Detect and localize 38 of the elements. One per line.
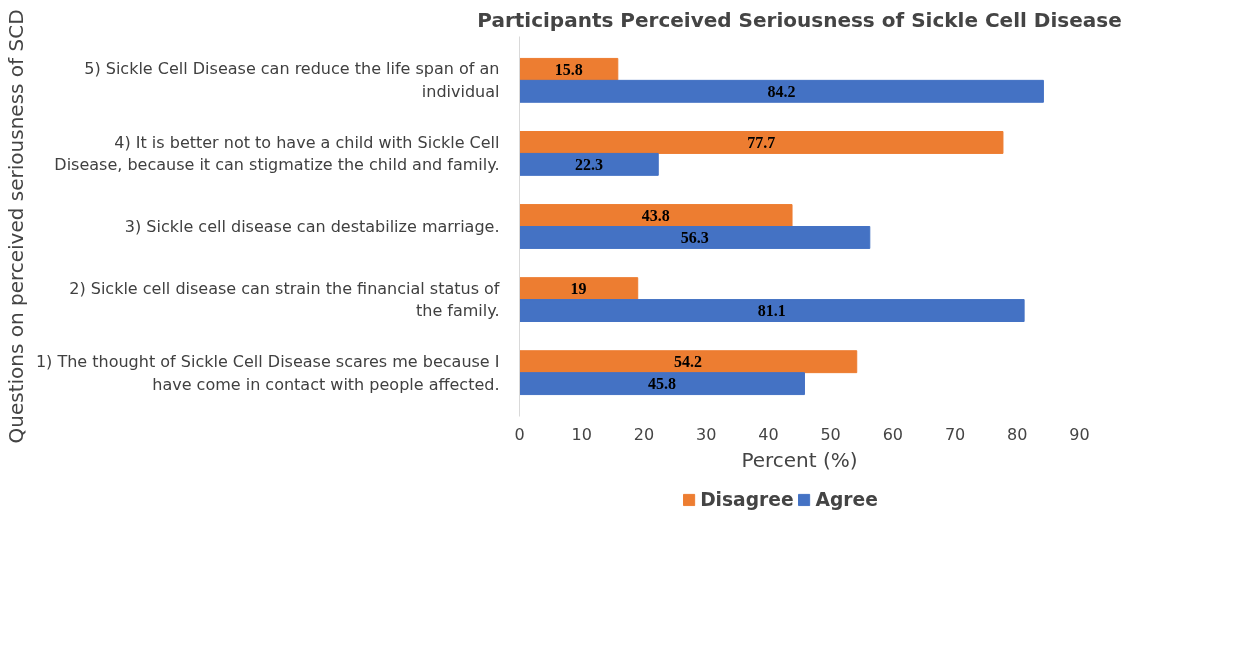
y-tick-label: 3) Sickle cell disease can destabilize marriage. [124, 217, 500, 236]
x-tick-label: 60 [882, 424, 904, 444]
y-tick-label: 5) Sickle Cell Disease can reduce the life span of an individual [84, 59, 500, 102]
data-label: 81.1 [757, 302, 786, 320]
data-label: 54.2 [674, 353, 703, 371]
x-tick-label: 30 [695, 424, 717, 444]
bar [519, 299, 1025, 322]
bar [519, 79, 1044, 103]
x-tick-label: 20 [633, 424, 655, 444]
y-tick-label: 1) The thought of Sickle Cell Disease scares me because I have come in contact with people affected. [35, 351, 500, 394]
x-tick-label: 10 [571, 424, 592, 444]
chart-title: Participants Perceived Seriousness of Sickle Cell Disease [477, 7, 1122, 32]
data-label: 15.8 [554, 60, 583, 78]
y-tick-label: 4) It is better not to have a child with Sickle Cell Disease, because it can stigmatize the child and family. [54, 132, 500, 175]
data-label: 19 [570, 280, 587, 298]
legend-label: Agree [815, 488, 878, 510]
bar [519, 152, 659, 176]
x-tick-label: 50 [820, 424, 841, 444]
data-label: 77.7 [747, 133, 776, 151]
y-axis-title: Questions on perceived seriousness of SCD [3, 9, 28, 444]
y-tick-label: 2) Sickle cell disease can strain the financial status of the family. [69, 278, 500, 321]
x-tick-label: 0 [514, 424, 525, 444]
bar [519, 226, 871, 249]
data-label: 56.3 [680, 228, 709, 246]
bar [519, 131, 1004, 154]
x-tick-label: 40 [758, 424, 779, 444]
data-label: 22.3 [574, 155, 603, 173]
x-tick-label: 90 [1069, 424, 1090, 444]
bar [519, 372, 805, 396]
data-label: 45.8 [647, 375, 676, 393]
data-label: 84.2 [767, 82, 796, 100]
x-axis-title: Percent (%) [741, 447, 858, 472]
bar [519, 277, 639, 301]
data-label: 43.8 [641, 207, 670, 225]
legend-label: Disagree [700, 488, 794, 510]
x-tick-label: 70 [944, 424, 966, 444]
bar [519, 350, 858, 374]
x-tick-label: 80 [1007, 424, 1028, 444]
